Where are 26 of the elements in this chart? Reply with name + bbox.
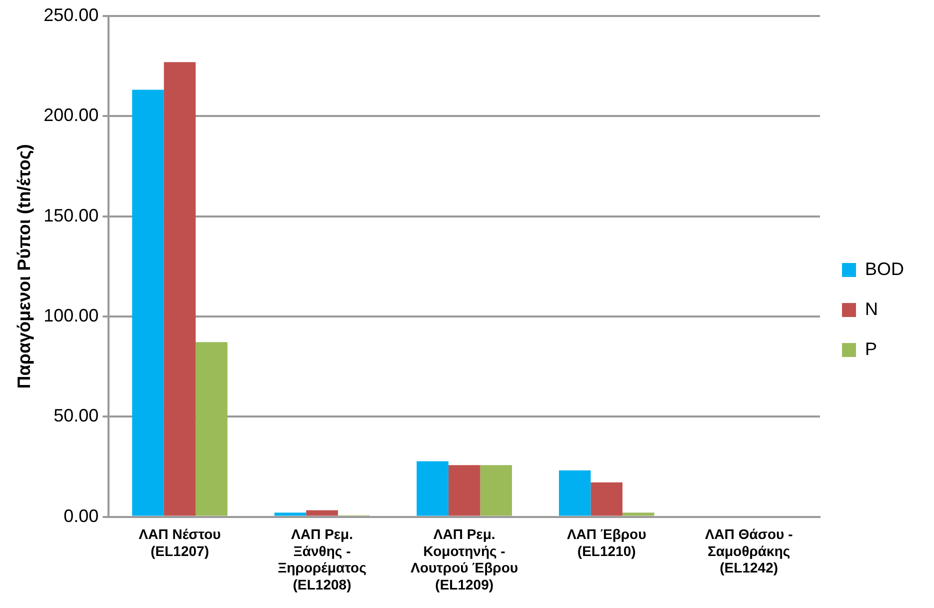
legend-label: P [864, 338, 878, 359]
y-axis-title: Παραγόμενοι Ρύποι (tn/έτος) [14, 144, 34, 389]
bar [622, 512, 654, 516]
bar [416, 461, 448, 516]
x-tick-label: ΛΑΠ Θάσου - Σαμοθράκης (EL1242) [704, 526, 794, 576]
bar [132, 90, 164, 516]
bar [274, 512, 306, 516]
bar [196, 342, 228, 516]
bar [306, 510, 338, 516]
x-tick-label: ΛΑΠ Ρεμ. Ξάνθης - Ξηρορέματος (EL1208) [278, 526, 366, 592]
bar [448, 465, 480, 516]
bar [590, 482, 622, 516]
x-tick-label: ΛΑΠ Έβρου (EL1210) [566, 526, 646, 559]
legend-label: N [864, 298, 878, 319]
y-tick-label: 50.00 [54, 406, 99, 426]
y-tick-label: 100.00 [44, 305, 99, 326]
y-tick-label: 0.00 [64, 506, 99, 526]
legend-label: BOD [864, 258, 904, 279]
x-tick-label: ΛΑΠ Ρεμ. Κομοτηνής - Λουτρού Έβρου (EL1209) [410, 526, 518, 592]
x-tick-label: ΛΑΠ Νέστου (EL1207) [138, 526, 221, 559]
y-tick-label: 250.00 [44, 4, 99, 25]
y-tick-label: 150.00 [44, 205, 99, 226]
y-tick-label: 200.00 [44, 105, 99, 126]
bar [558, 470, 591, 516]
bar [164, 62, 196, 516]
bar [480, 465, 512, 516]
